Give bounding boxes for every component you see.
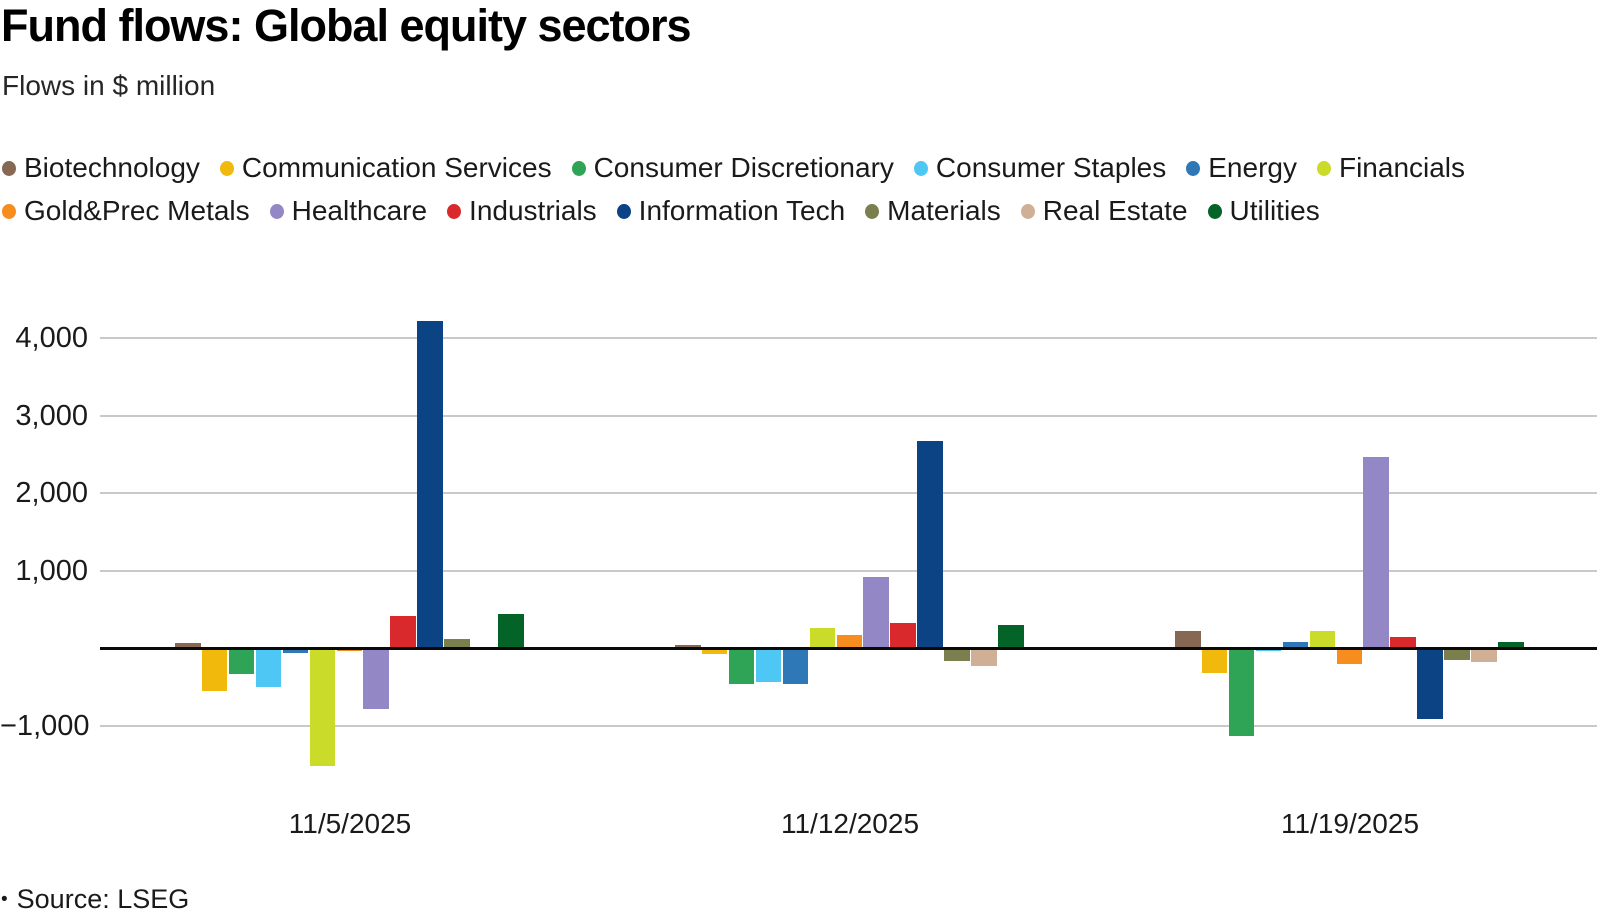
legend-label: Consumer Discretionary [593,152,894,183]
bar-utilities-11-5-2025 [498,614,524,648]
bar-biotechnology-11-5-2025 [175,642,201,648]
legend-marker-icon [2,203,16,219]
legend-marker-icon [571,160,586,176]
bar-materials-11-12-2025 [944,648,970,661]
bar-industrials-11-19-2025 [1390,636,1416,648]
legend-marker-icon [913,160,928,176]
legend-item-financials: Financials [1316,152,1466,184]
bar-real-estate-11-19-2025 [1471,648,1497,662]
page-title: Fund flows: Global equity sectors [1,0,692,51]
bar-financials-11-19-2025 [1309,630,1336,648]
bar-information-tech-11-5-2025 [417,320,443,648]
bar-information-tech-11-12-2025 [917,441,943,648]
legend-item-healthcare: Healthcare [269,195,428,227]
bar-industrials-11-5-2025 [390,616,416,648]
legend-label: Energy [1208,152,1297,183]
y-tick-label: −1,000 [0,709,90,742]
bar-information-tech-11-19-2025 [1417,648,1443,719]
bar-gold-prec-metals-11-19-2025 [1336,648,1363,665]
bar-communication-services-11-5-2025 [201,648,228,692]
legend-item-gold-prec-metals: Gold&Prec Metals [2,195,250,227]
legend-item-consumer-staples: Consumer Staples [913,152,1167,184]
x-axis-label: 11/5/2025 [288,808,412,839]
bar-biotechnology-11-12-2025 [675,644,701,648]
legend-marker-icon [269,203,284,219]
bar-financials-11-12-2025 [809,627,836,648]
bar-consumer-staples-11-19-2025 [1255,648,1282,652]
legend-row-1: Biotechnology Communication Services Consu… [2,152,1465,184]
bar-consumer-discretionary-11-5-2025 [228,648,255,674]
legend-item-materials: Materials [865,195,1001,227]
legend-marker-icon [865,203,880,219]
legend-marker-icon [219,160,234,176]
y-tick-label: 2,000 [15,477,88,509]
bar-materials-11-19-2025 [1444,648,1470,661]
bar-healthcare-11-5-2025 [363,648,389,709]
bar-financials-11-5-2025 [309,648,336,766]
legend-item-industrials: Industrials [447,195,597,227]
y-tick-label: 4,000 [15,322,88,354]
bar-utilities-11-19-2025 [1498,642,1524,648]
gridline [100,724,1597,727]
bar-biotechnology-11-19-2025 [1175,631,1201,648]
source-text: Source: LSEG [16,884,190,914]
source-note: • Source: LSEG [1,884,189,915]
legend-marker-icon [2,160,16,176]
legend-label: Communication Services [241,152,552,183]
bullet-icon: • [1,889,8,910]
legend-marker-icon [1316,160,1331,176]
legend-item-information-tech: Information Tech [616,195,846,227]
bar-communication-services-11-19-2025 [1201,648,1228,673]
bar-industrials-11-12-2025 [890,622,916,648]
bar-utilities-11-12-2025 [998,624,1024,648]
bar-energy-11-5-2025 [282,648,309,653]
bar-consumer-staples-11-12-2025 [755,648,782,683]
gridline [100,414,1597,417]
bar-real-estate-11-12-2025 [971,648,997,667]
legend-item-communication-services: Communication Services [219,152,552,184]
bar-materials-11-5-2025 [444,639,470,648]
legend-item-utilities: Utilities [1207,195,1320,227]
bar-gold-prec-metals-11-12-2025 [836,634,863,648]
bar-consumer-staples-11-5-2025 [255,648,282,688]
legend-item-biotechnology: Biotechnology [2,152,200,184]
gridline [100,492,1597,494]
bar-energy-11-19-2025 [1282,642,1309,648]
legend-item-energy: Energy [1186,152,1297,184]
bar-healthcare-11-12-2025 [863,577,889,648]
x-axis-label: 11/12/2025 [780,808,920,839]
legend-item-real-estate: Real Estate [1020,195,1188,227]
legend-label: Materials [887,195,1001,226]
y-tick-label: 3,000 [15,399,88,432]
legend-marker-icon [1020,203,1035,219]
zero-axis-line [100,646,1597,650]
legend-label: Biotechnology [24,152,200,183]
legend-label: Industrials [469,195,597,226]
gridline [100,569,1597,572]
legend-item-consumer-discretionary: Consumer Discretionary [571,152,894,184]
legend-label: Gold&Prec Metals [24,195,250,226]
bar-energy-11-12-2025 [782,648,809,685]
bar-consumer-discretionary-11-12-2025 [728,648,755,684]
legend-marker-icon [1207,203,1222,219]
bar-consumer-discretionary-11-19-2025 [1228,648,1255,736]
legend-marker-icon [616,203,631,219]
legend-label: Information Tech [638,195,846,226]
x-axis-label: 11/19/2025 [1280,808,1420,839]
legend-label: Consumer Staples [935,152,1167,183]
legend-marker-icon [447,203,462,219]
legend-marker-icon [1186,160,1201,176]
bar-healthcare-11-19-2025 [1363,457,1389,648]
bar-communication-services-11-12-2025 [701,648,728,655]
gridline [100,337,1597,339]
legend-label: Healthcare [291,195,428,226]
y-tick-label: 1,000 [15,554,88,587]
legend-label: Utilities [1229,195,1320,226]
chart-subtitle: Flows in $ million [2,70,216,101]
legend-row-2: Gold&Prec Metals Healthcare Industrials Inf… [2,195,1320,227]
legend-label: Real Estate [1042,195,1188,226]
legend-label: Financials [1338,152,1466,183]
